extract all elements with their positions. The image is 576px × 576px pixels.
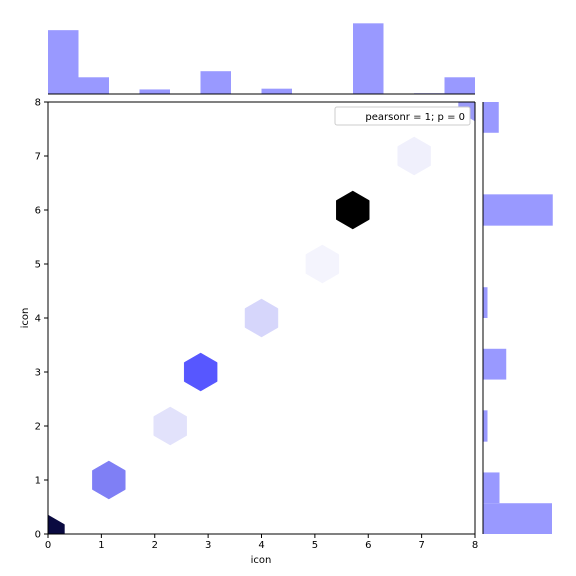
x-marginal-bar [48, 30, 79, 94]
x-tick-label: 8 [472, 540, 478, 551]
x-tick-label: 4 [258, 540, 264, 551]
hexbin [336, 190, 370, 230]
y-tick-label: 0 [35, 530, 41, 541]
y-axis-label: icon [20, 308, 31, 329]
x-tick-label: 0 [45, 540, 51, 551]
y-tick-label: 2 [35, 422, 41, 433]
y-marginal-bar [483, 472, 500, 504]
y-marginal-bar [483, 410, 488, 442]
y-tick-label: 5 [35, 260, 41, 271]
hexbin [48, 514, 65, 534]
x-tick-label: 2 [152, 540, 158, 551]
legend-box [334, 106, 471, 126]
y-marginal-bar [483, 348, 507, 380]
x-axis-label: icon [251, 555, 272, 566]
x-tick-label: 1 [98, 540, 104, 551]
joint-axes: 0 1 2 3 4 5 6 7 8 0 1 2 3 4 5 6 7 8 [35, 98, 479, 552]
hexbin [305, 244, 340, 284]
hexbin [244, 298, 279, 338]
x-marginal-bar [353, 23, 384, 94]
hexbin [153, 406, 187, 446]
legend: pearsonr = 1; p = 0 [334, 106, 471, 126]
y-marginal-bar [483, 102, 499, 133]
x-marginal-bar [78, 77, 110, 94]
y-marginal-bar [483, 503, 552, 534]
legend-label: pearsonr = 1; p = 0 [365, 112, 465, 123]
hexbin [397, 136, 431, 176]
y-marginal-bar [483, 194, 553, 226]
hexbin [92, 460, 126, 500]
y-tick-label: 3 [35, 368, 41, 379]
y-marginal-histogram [482, 102, 553, 534]
y-marginal-bar [483, 287, 488, 318]
y-tick-label: 1 [35, 476, 41, 487]
x-tick-label: 3 [205, 540, 211, 551]
x-tick-label: 5 [312, 540, 318, 551]
y-tick-label: 6 [35, 206, 41, 217]
x-tick-label: 7 [418, 540, 424, 551]
x-marginal-bar [139, 89, 170, 94]
x-marginal-bar [444, 77, 475, 94]
hexbin-layer [48, 102, 475, 534]
y-tick-label: 4 [35, 314, 41, 325]
y-tick-label: 8 [35, 98, 41, 109]
x-marginal-bar [261, 88, 292, 94]
hexbin [183, 352, 218, 392]
x-marginal-bar [200, 71, 232, 94]
x-tick-label: 6 [365, 540, 371, 551]
y-tick-label: 7 [35, 152, 41, 163]
x-marginal-histogram [48, 23, 475, 95]
